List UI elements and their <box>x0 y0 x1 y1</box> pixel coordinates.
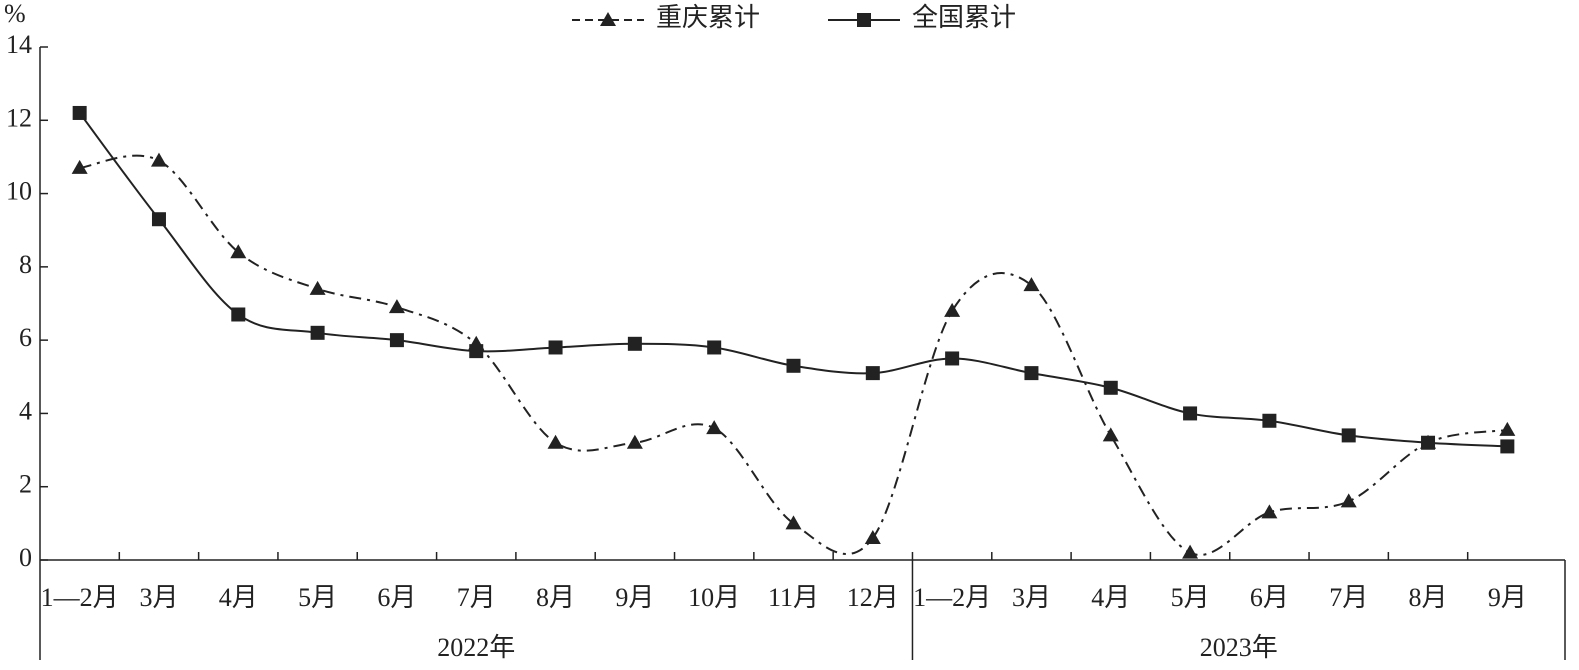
marker <box>1262 413 1277 428</box>
marker <box>1499 421 1516 436</box>
x-tick-label: 9月 <box>1488 583 1527 612</box>
marker <box>706 420 723 435</box>
marker <box>1103 380 1118 395</box>
marker <box>1500 439 1515 454</box>
legend-label: 重庆累计 <box>656 3 760 32</box>
series-line <box>79 154 1508 556</box>
x-tick-label: 4月 <box>1091 583 1130 612</box>
marker <box>310 325 325 340</box>
marker <box>785 515 802 530</box>
x-tick-label: 6月 <box>377 583 416 612</box>
marker <box>469 344 484 359</box>
x-tick-label: 8月 <box>1409 583 1448 612</box>
legend-marker <box>600 12 616 26</box>
marker <box>1102 427 1119 442</box>
marker <box>389 333 404 348</box>
marker <box>1341 428 1356 443</box>
marker <box>1182 544 1199 559</box>
x-tick-label: 3月 <box>139 583 178 612</box>
x-tick-label: 1—2月 <box>41 583 119 612</box>
marker <box>627 336 642 351</box>
x-tick-label: 11月 <box>768 583 819 612</box>
marker <box>547 434 564 449</box>
y-tick-label: 2 <box>19 470 32 499</box>
x-tick-label: 5月 <box>298 583 337 612</box>
x-tick-label: 4月 <box>219 583 258 612</box>
x-tick-label: 8月 <box>536 583 575 612</box>
y-axis-label: % <box>4 0 26 28</box>
marker <box>230 244 247 259</box>
x-tick-label: 9月 <box>615 583 654 612</box>
marker <box>1421 435 1436 450</box>
x-tick-label: 10月 <box>688 583 740 612</box>
y-tick-label: 14 <box>6 30 32 59</box>
x-tick-label: 7月 <box>1329 583 1368 612</box>
marker <box>707 340 722 355</box>
y-tick-label: 10 <box>6 177 32 206</box>
x-tick-label: 1—2月 <box>913 583 991 612</box>
y-tick-label: 0 <box>19 543 32 572</box>
marker <box>1183 406 1198 421</box>
marker <box>1261 504 1278 519</box>
marker <box>388 299 405 314</box>
y-tick-label: 6 <box>19 323 32 352</box>
x-tick-label: 12月 <box>847 583 899 612</box>
y-tick-label: 4 <box>19 396 32 425</box>
legend-marker <box>857 13 871 27</box>
marker <box>865 366 880 381</box>
marker <box>786 358 801 373</box>
marker <box>1023 277 1040 292</box>
marker <box>150 152 167 167</box>
marker <box>71 159 88 174</box>
y-tick-label: 8 <box>19 250 32 279</box>
x-tick-label: 3月 <box>1012 583 1051 612</box>
group-label: 2023年 <box>1200 633 1278 662</box>
group-label: 2022年 <box>437 633 515 662</box>
x-tick-label: 7月 <box>457 583 496 612</box>
marker <box>231 307 246 322</box>
marker <box>1024 366 1039 381</box>
marker <box>626 434 643 449</box>
marker <box>151 212 166 227</box>
x-tick-label: 6月 <box>1250 583 1289 612</box>
y-tick-label: 12 <box>6 103 32 132</box>
marker <box>548 340 563 355</box>
marker <box>72 105 87 120</box>
x-tick-label: 5月 <box>1171 583 1210 612</box>
marker <box>864 530 881 545</box>
marker <box>309 280 326 295</box>
series-line <box>78 112 1508 448</box>
legend-label: 全国累计 <box>912 3 1016 32</box>
marker <box>944 302 961 317</box>
marker <box>945 351 960 366</box>
marker <box>1340 493 1357 508</box>
